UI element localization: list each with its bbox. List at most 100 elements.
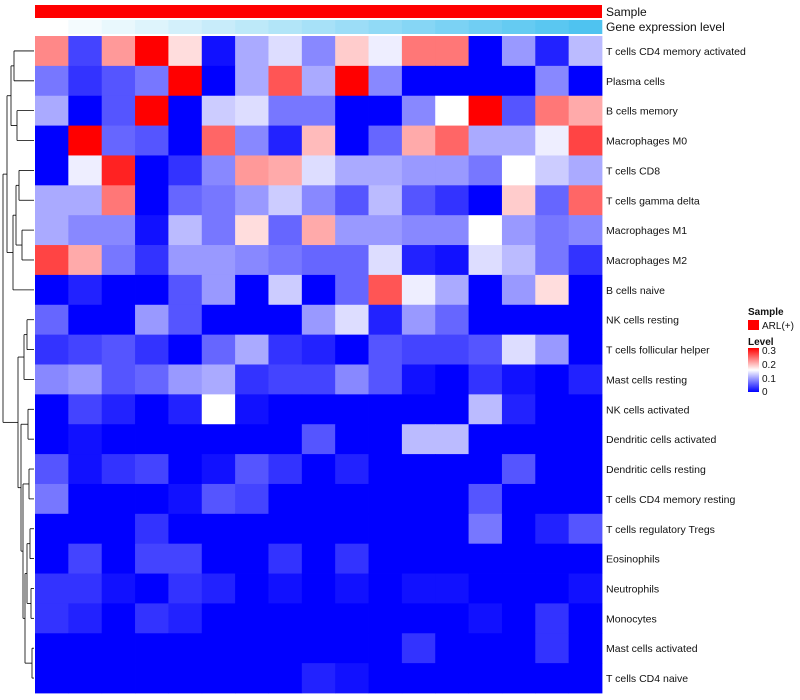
heatmap-cell bbox=[435, 125, 469, 156]
heatmap-cell bbox=[35, 483, 69, 515]
heatmap-cell bbox=[101, 245, 136, 276]
heatmap-cell bbox=[301, 633, 336, 664]
heatmap-cell bbox=[335, 245, 369, 276]
heatmap-cell bbox=[35, 185, 69, 216]
heatmap-cell bbox=[201, 245, 236, 276]
heatmap-cell bbox=[335, 125, 369, 156]
heatmap-cell bbox=[401, 215, 436, 246]
row-label: Dendritic cells resting bbox=[606, 464, 706, 476]
heatmap-cell bbox=[568, 513, 603, 545]
heatmap-cell bbox=[235, 304, 269, 336]
heatmap-cell bbox=[235, 155, 269, 186]
heatmap-cell bbox=[301, 424, 336, 455]
heatmap-cell bbox=[535, 334, 570, 365]
row-labels: T cells CD4 memory activated Plasma cells… bbox=[606, 46, 746, 685]
heatmap-cell bbox=[368, 394, 403, 425]
heatmap-cell bbox=[168, 663, 203, 694]
heatmap-cell bbox=[401, 185, 436, 216]
heatmap-cell bbox=[235, 65, 269, 97]
heatmap-cell bbox=[335, 334, 369, 365]
heatmap-cell bbox=[468, 125, 503, 156]
heatmap-cell bbox=[268, 304, 303, 336]
heatmap-cell bbox=[268, 274, 303, 306]
heatmap-cell bbox=[268, 36, 303, 67]
heatmap-cell bbox=[335, 215, 369, 246]
heatmap-cell bbox=[568, 274, 603, 306]
heatmap-cell bbox=[68, 185, 103, 216]
heatmap-cell bbox=[268, 334, 303, 365]
heatmap-cell bbox=[301, 454, 336, 485]
heatmap-cell bbox=[101, 663, 136, 694]
heatmap-cell bbox=[368, 95, 403, 126]
gene-expression-cell bbox=[535, 20, 569, 34]
heatmap-cell bbox=[401, 364, 436, 395]
heatmap-cell bbox=[335, 483, 369, 515]
gene-expression-cell bbox=[101, 20, 136, 34]
heatmap-cell bbox=[35, 65, 69, 97]
heatmap-cell bbox=[201, 125, 236, 156]
heatmap-cell bbox=[335, 95, 369, 126]
heatmap-cell bbox=[301, 36, 336, 67]
heatmap-cell bbox=[535, 36, 570, 67]
gene-expression-cell bbox=[501, 20, 536, 34]
heatmap-cell bbox=[235, 394, 269, 425]
heatmap-cell bbox=[101, 454, 136, 485]
heatmap-cell bbox=[301, 155, 336, 186]
heatmap-cell bbox=[268, 125, 303, 156]
heatmap-cell bbox=[335, 304, 369, 336]
heatmap-cell bbox=[568, 334, 603, 365]
heatmap-cell bbox=[435, 65, 469, 97]
row-label: Neutrophils bbox=[606, 583, 659, 595]
heatmap-cell bbox=[435, 663, 469, 694]
heatmap-cell bbox=[168, 633, 203, 664]
heatmap-cell bbox=[201, 274, 236, 306]
heatmap-cell bbox=[435, 245, 469, 276]
heatmap-cell bbox=[35, 334, 69, 365]
heatmap-cell bbox=[135, 603, 169, 634]
heatmap-cell bbox=[135, 95, 169, 126]
heatmap-cell bbox=[301, 185, 336, 216]
heatmap-cell bbox=[235, 543, 269, 574]
row-label: Dendritic cells activated bbox=[606, 434, 716, 446]
legend-tick-0.3: 0.3 bbox=[762, 346, 776, 357]
heatmap-cell bbox=[135, 663, 169, 694]
heatmap-cell bbox=[435, 603, 469, 634]
heatmap-cell bbox=[401, 454, 436, 485]
heatmap-cell bbox=[468, 65, 503, 97]
heatmap-cell bbox=[68, 155, 103, 186]
heatmap-cell bbox=[68, 454, 103, 485]
gene-expression-cell bbox=[135, 20, 169, 34]
heatmap-cell bbox=[101, 95, 136, 126]
legend-tick-0.2: 0.2 bbox=[762, 360, 776, 371]
heatmap-cell bbox=[501, 155, 536, 186]
heatmap-cell bbox=[335, 603, 369, 634]
heatmap-cell bbox=[101, 215, 136, 246]
heatmap-cell bbox=[135, 185, 169, 216]
heatmap-cell bbox=[401, 394, 436, 425]
heatmap-cell bbox=[535, 274, 570, 306]
heatmap-cell bbox=[335, 185, 369, 216]
row-label: NK cells resting bbox=[606, 315, 679, 327]
heatmap-cell bbox=[535, 215, 570, 246]
heatmap-cell bbox=[468, 304, 503, 336]
heatmap-cell bbox=[135, 424, 169, 455]
heatmap-cell bbox=[368, 65, 403, 97]
heatmap-cell bbox=[401, 155, 436, 186]
heatmap-cell bbox=[68, 513, 103, 545]
heatmap-cell bbox=[168, 95, 203, 126]
heatmap-cell bbox=[68, 95, 103, 126]
heatmap-cell bbox=[401, 245, 436, 276]
heatmap-cell bbox=[501, 334, 536, 365]
heatmap-cell bbox=[468, 394, 503, 425]
heatmap-cell bbox=[535, 454, 570, 485]
heatmap-cell bbox=[68, 36, 103, 67]
heatmap-cell bbox=[68, 245, 103, 276]
heatmap-cell bbox=[35, 543, 69, 574]
heatmap-cell bbox=[535, 513, 570, 545]
heatmap-cell bbox=[368, 155, 403, 186]
heatmap-cell bbox=[68, 633, 103, 664]
heatmap-cell bbox=[368, 364, 403, 395]
heatmap-cell bbox=[101, 36, 136, 67]
gene-expression-cell bbox=[35, 20, 69, 34]
